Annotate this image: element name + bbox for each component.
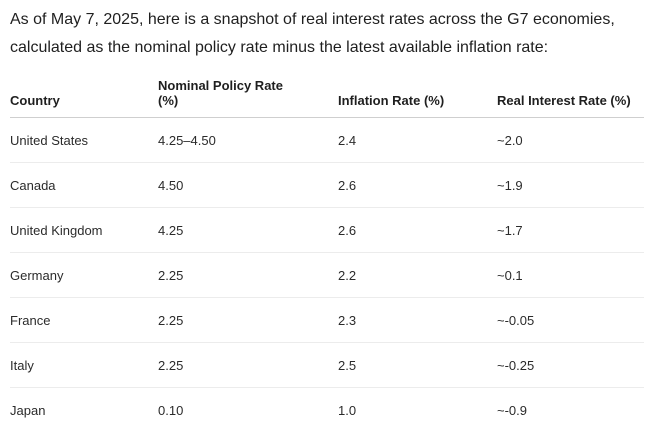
header-inflation-rate: Inflation Rate (%) (338, 74, 497, 118)
cell-real: ~-0.25 (497, 343, 644, 388)
cell-country: Italy (10, 343, 158, 388)
intro-line-2: calculated as the nominal policy rate mi… (10, 34, 642, 62)
cell-inflation: 2.5 (338, 343, 497, 388)
cell-inflation: 2.6 (338, 163, 497, 208)
table-row: Italy 2.25 2.5 ~-0.25 (10, 343, 644, 388)
cell-nominal: 4.50 (158, 163, 338, 208)
header-nominal-policy-rate: Nominal Policy Rate (%) (158, 74, 338, 118)
cell-nominal: 4.25–4.50 (158, 118, 338, 163)
table-header-row: Country Nominal Policy Rate (%) Inflatio… (10, 74, 644, 118)
cell-inflation: 2.3 (338, 298, 497, 343)
table-row: Japan 0.10 1.0 ~-0.9 (10, 388, 644, 432)
real-interest-rates-table: Country Nominal Policy Rate (%) Inflatio… (10, 74, 644, 432)
cell-inflation: 2.6 (338, 208, 497, 253)
table-row: Germany 2.25 2.2 ~0.1 (10, 253, 644, 298)
table-row: United States 4.25–4.50 2.4 ~2.0 (10, 118, 644, 163)
cell-nominal: 4.25 (158, 208, 338, 253)
table-row: Canada 4.50 2.6 ~1.9 (10, 163, 644, 208)
cell-country: France (10, 298, 158, 343)
intro-line-1: As of May 7, 2025, here is a snapshot of… (10, 6, 642, 34)
table-row: United Kingdom 4.25 2.6 ~1.7 (10, 208, 644, 253)
intro-paragraph: As of May 7, 2025, here is a snapshot of… (10, 6, 642, 62)
header-country: Country (10, 74, 158, 118)
cell-nominal: 2.25 (158, 253, 338, 298)
cell-nominal: 0.10 (158, 388, 338, 432)
cell-inflation: 2.2 (338, 253, 497, 298)
cell-inflation: 2.4 (338, 118, 497, 163)
cell-country: United States (10, 118, 158, 163)
cell-real: ~-0.05 (497, 298, 644, 343)
cell-real: ~1.7 (497, 208, 644, 253)
cell-country: Japan (10, 388, 158, 432)
cell-inflation: 1.0 (338, 388, 497, 432)
cell-country: Canada (10, 163, 158, 208)
table-row: France 2.25 2.3 ~-0.05 (10, 298, 644, 343)
cell-country: United Kingdom (10, 208, 158, 253)
cell-nominal: 2.25 (158, 298, 338, 343)
cell-real: ~0.1 (497, 253, 644, 298)
cell-country: Germany (10, 253, 158, 298)
cell-real: ~1.9 (497, 163, 644, 208)
cell-real: ~-0.9 (497, 388, 644, 432)
cell-nominal: 2.25 (158, 343, 338, 388)
cell-real: ~2.0 (497, 118, 644, 163)
header-real-interest-rate: Real Interest Rate (%) (497, 74, 644, 118)
